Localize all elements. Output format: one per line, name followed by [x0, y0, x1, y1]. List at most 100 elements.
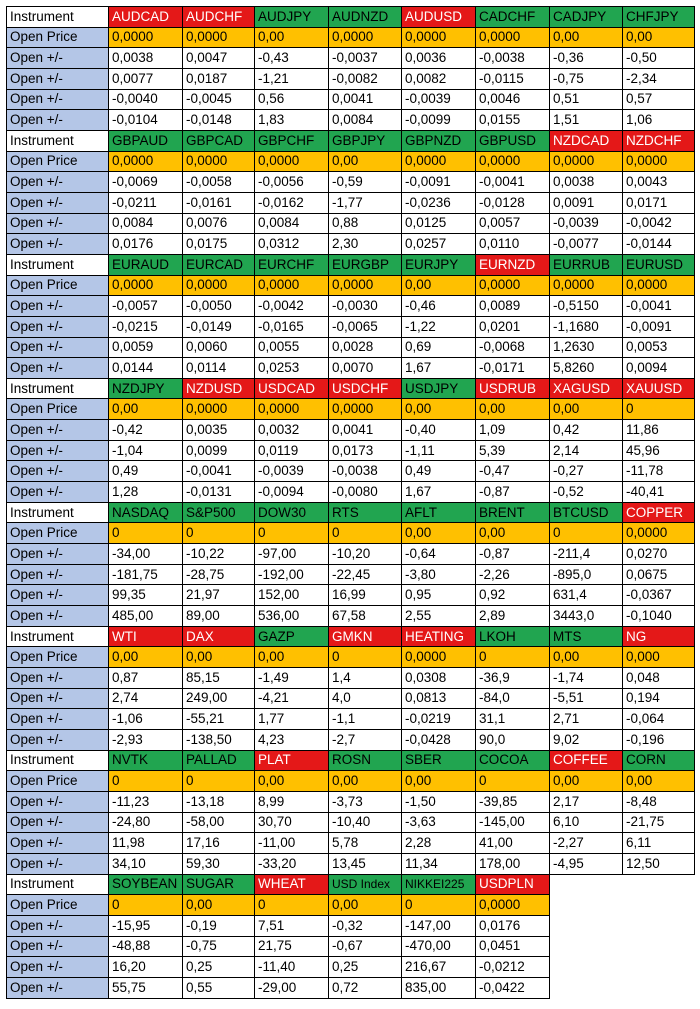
- change-value: 21,75: [254, 935, 329, 958]
- change-value: 0,0144: [108, 357, 183, 379]
- change-value: 0,0176: [475, 914, 550, 937]
- row-label-open-change: Open +/-: [6, 481, 109, 503]
- change-value: -211,4: [549, 543, 623, 565]
- instrument-name-pallad: PALLAD: [182, 749, 255, 772]
- change-value: 30,70: [254, 811, 329, 834]
- instrument-name-cocoa: COCOA: [475, 749, 550, 772]
- change-value: -0,0161: [182, 191, 255, 214]
- row-label-open-price: Open Price: [6, 646, 109, 668]
- change-value: 1,67: [401, 357, 476, 379]
- row-label-open-change: Open +/-: [6, 935, 109, 958]
- empty-cell: [623, 977, 695, 998]
- change-value: -0,196: [622, 728, 695, 751]
- open-price-value: 0: [328, 646, 402, 668]
- change-value: -0,0040: [108, 88, 183, 111]
- change-value: -24,80: [108, 811, 183, 834]
- open-price-value: 0,0000: [475, 274, 550, 297]
- instrument-name-coffee: COFFEE: [549, 749, 623, 772]
- open-price-value: 0,00: [254, 646, 329, 668]
- change-value: 835,00: [401, 976, 476, 999]
- change-value: 4,23: [254, 728, 329, 751]
- change-value: -3,80: [401, 563, 476, 586]
- row-label-open-change: Open +/-: [6, 728, 109, 751]
- row-label-open-price: Open Price: [6, 26, 109, 49]
- open-change-row: Open +/- -11,23 -13,18 8,99 -3,73 -1,50 -39,85…: [6, 790, 695, 813]
- change-value: 0,72: [328, 976, 402, 999]
- open-price-row: Open Price 0 0 0 0 0,00 0,00 0 0,0000: [6, 522, 695, 545]
- row-label-instrument: Instrument: [6, 6, 109, 28]
- change-value: -1,74: [549, 667, 623, 689]
- change-value: 0,0175: [182, 233, 255, 255]
- instrument-name-usdrub: USDRUB: [475, 377, 550, 400]
- change-value: -1,50: [401, 790, 476, 813]
- instrument-name-ng: NG: [622, 625, 695, 648]
- open-change-row: Open +/- 0,0144 0,0114 0,0253 0,0070 1,67 -0,0…: [6, 357, 695, 379]
- open-price-value: 0,0000: [401, 26, 476, 49]
- instrument-name-nvtk: NVTK: [108, 749, 183, 772]
- change-value: 3443,0: [549, 605, 623, 627]
- change-value: -2,26: [475, 563, 550, 586]
- open-price-row: Open Price 0,00 0,00 0,00 0 0,0000 0 0,00 0,000: [6, 646, 695, 668]
- change-value: 0,87: [108, 667, 183, 689]
- change-value: -0,0042: [254, 295, 329, 317]
- change-value: 0,0171: [622, 191, 695, 214]
- change-value: 0,0041: [328, 88, 402, 111]
- change-value: -28,75: [182, 563, 255, 586]
- instrument-name-rosn: ROSN: [328, 749, 402, 772]
- change-value: -0,0149: [182, 315, 255, 338]
- change-value: 5,39: [475, 439, 550, 462]
- change-value: -0,0077: [549, 233, 623, 255]
- open-change-row: Open +/- -0,0069 -0,0058 -0,0056 -0,59 -0,009…: [6, 171, 695, 193]
- open-change-row: Open +/- 34,10 59,30 -33,20 13,45 11,34 178,00…: [6, 852, 695, 875]
- change-value: 0,0091: [549, 191, 623, 214]
- change-value: 1,4: [328, 667, 402, 689]
- change-value: -55,21: [182, 708, 255, 730]
- change-value: -5,51: [549, 687, 623, 710]
- change-value: -0,0099: [401, 109, 476, 131]
- change-value: -0,1040: [622, 605, 695, 627]
- open-price-value: 0,00: [328, 894, 402, 916]
- change-value: 0,88: [328, 212, 402, 235]
- change-value: 536,00: [254, 605, 329, 627]
- open-price-value: 0,0000: [328, 398, 402, 421]
- instrument-name-nzdusd: NZDUSD: [182, 377, 255, 400]
- change-value: -0,43: [254, 47, 329, 69]
- change-value: 0,0312: [254, 233, 329, 255]
- change-value: -0,0058: [182, 171, 255, 193]
- open-change-row: Open +/- 11,98 17,16 -11,00 5,78 2,28 41,00 -2,…: [6, 832, 695, 854]
- instrument-header-row: Instrument NVTK PALLAD PLAT ROSN SBER COCOA COF…: [6, 749, 695, 772]
- instrument-name-eurjpy: EURJPY: [401, 253, 476, 276]
- instrument-name-eurrub: EURRUB: [549, 253, 623, 276]
- change-value: -97,00: [254, 543, 329, 565]
- change-value: -0,67: [328, 935, 402, 958]
- open-price-value: 0: [182, 770, 255, 792]
- change-value: -1,1: [328, 708, 402, 730]
- instrument-name-sber: SBER: [401, 749, 476, 772]
- row-label-open-change: Open +/-: [6, 191, 109, 214]
- open-price-value: 0,0000: [401, 150, 476, 173]
- open-change-row: Open +/- -34,00 -10,22 -97,00 -10,20 -0,64 -0,…: [6, 543, 695, 565]
- change-value: 0,0099: [182, 439, 255, 462]
- change-value: 0,0155: [475, 109, 550, 131]
- instrument-name-audusd: AUDUSD: [401, 6, 476, 28]
- change-value: 2,74: [108, 687, 183, 710]
- change-value: 0,25: [328, 956, 402, 978]
- open-price-value: 0,0000: [182, 274, 255, 297]
- change-value: -0,47: [475, 460, 550, 483]
- change-value: -0,0030: [328, 295, 402, 317]
- change-value: 5,78: [328, 832, 402, 854]
- change-value: 0,0055: [254, 336, 329, 359]
- row-label-open-price: Open Price: [6, 274, 109, 297]
- instrument-name-eurgbp: EURGBP: [328, 253, 402, 276]
- empty-cell: [550, 977, 623, 998]
- change-value: -2,93: [108, 728, 183, 751]
- open-price-value: 0: [108, 770, 183, 792]
- open-price-row: Open Price 0 0,00 0 0,00 0 0,0000: [6, 894, 695, 916]
- open-price-value: 0,0000: [401, 646, 476, 668]
- change-value: -4,95: [549, 852, 623, 875]
- change-value: -0,0367: [622, 584, 695, 607]
- instrument-name-eurchf: EURCHF: [254, 253, 329, 276]
- change-value: -0,0082: [328, 67, 402, 90]
- change-value: 0,0046: [475, 88, 550, 111]
- open-change-row: Open +/- -0,0040 -0,0045 0,56 0,0041 -0,0039 0…: [6, 88, 695, 111]
